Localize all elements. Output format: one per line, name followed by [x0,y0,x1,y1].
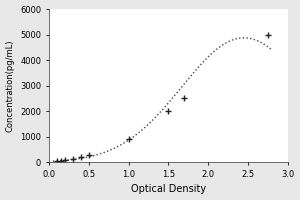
Y-axis label: Concentration(pg/mL): Concentration(pg/mL) [6,39,15,132]
X-axis label: Optical Density: Optical Density [131,184,206,194]
